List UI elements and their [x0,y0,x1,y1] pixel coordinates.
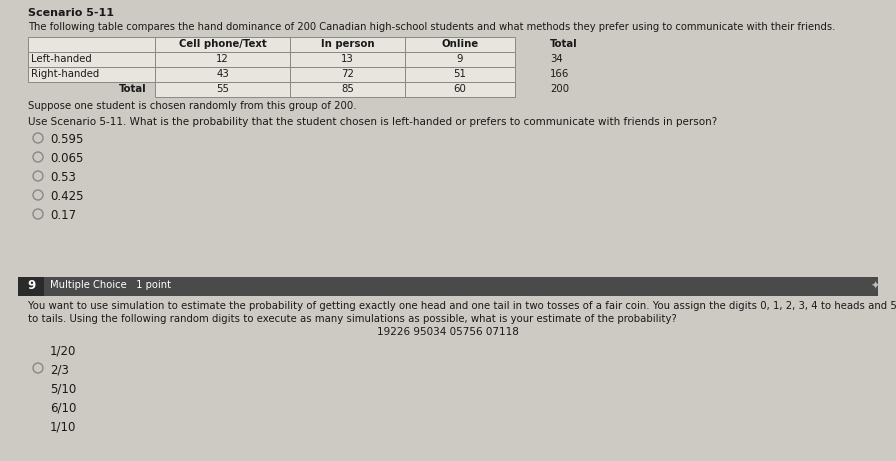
Bar [28,37,155,52]
Text: 34: 34 [550,54,563,64]
Text: 9: 9 [457,54,463,64]
Text: 2/3: 2/3 [50,363,69,376]
Text: Online: Online [442,39,478,49]
Bar [405,37,515,52]
Bar [290,82,405,97]
Text: 166: 166 [550,69,569,79]
Text: 200: 200 [550,84,569,94]
Text: Suppose one student is chosen randomly from this group of 200.: Suppose one student is chosen randomly f… [28,101,357,111]
Bar [155,52,290,67]
Text: Total: Total [119,84,147,94]
Text: 0.53: 0.53 [50,171,76,184]
Bar [405,67,515,82]
Text: 5/10: 5/10 [50,382,76,395]
Bar [155,37,290,52]
Text: 85: 85 [341,84,354,94]
Text: You want to use simulation to estimate the probability of getting exactly one he: You want to use simulation to estimate t… [28,301,896,311]
Text: Scenario 5-11: Scenario 5-11 [28,8,114,18]
Text: 9: 9 [27,279,35,292]
Text: The following table compares the hand dominance of 200 Canadian high-school stud: The following table compares the hand do… [28,22,835,32]
Bar [28,67,155,82]
Text: 1/20: 1/20 [50,344,76,357]
Bar [28,52,155,67]
Bar [290,37,405,52]
Text: Total: Total [550,39,578,49]
Bar [18,277,878,296]
Text: 6/10: 6/10 [50,401,76,414]
Text: 19226 95034 05756 07118: 19226 95034 05756 07118 [377,327,519,337]
Bar [18,277,44,296]
Text: 13: 13 [341,54,354,64]
Text: to tails. Using the following random digits to execute as many simulations as po: to tails. Using the following random dig… [28,314,676,324]
Bar [405,82,515,97]
Text: 0.595: 0.595 [50,133,83,146]
Text: Use Scenario 5-11. What is the probability that the student chosen is left-hande: Use Scenario 5-11. What is the probabili… [28,117,718,127]
Bar [290,52,405,67]
Text: Multiple Choice   1 point: Multiple Choice 1 point [50,280,171,290]
Text: In person: In person [321,39,375,49]
Text: ✦: ✦ [870,281,880,291]
Text: Right-handed: Right-handed [31,69,99,79]
Bar [405,52,515,67]
Text: 0.17: 0.17 [50,209,76,222]
Text: Cell phone/Text: Cell phone/Text [178,39,266,49]
Text: 0.425: 0.425 [50,190,83,203]
Bar [155,67,290,82]
Text: 43: 43 [216,69,228,79]
Text: 55: 55 [216,84,229,94]
Text: 72: 72 [341,69,354,79]
Text: 1/10: 1/10 [50,420,76,433]
Bar [155,82,290,97]
Text: 60: 60 [453,84,467,94]
Text: Left-handed: Left-handed [31,54,91,64]
Bar [290,67,405,82]
Text: 0.065: 0.065 [50,152,83,165]
Text: 51: 51 [453,69,467,79]
Text: 12: 12 [216,54,228,64]
